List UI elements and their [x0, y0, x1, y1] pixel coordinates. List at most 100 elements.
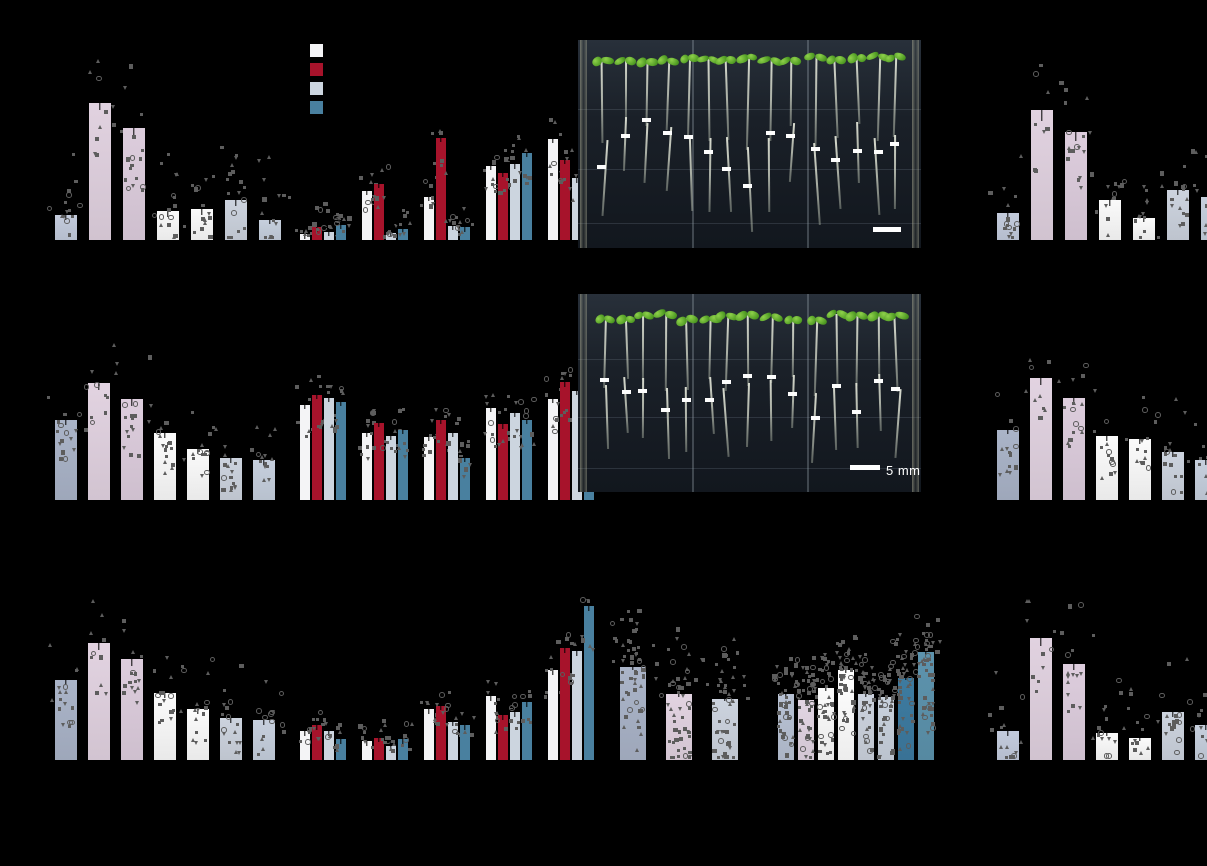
scatter-point — [1013, 750, 1018, 755]
plate-gridline — [578, 416, 921, 418]
scatter-point — [306, 233, 310, 238]
scatter-point — [1104, 441, 1109, 446]
error-cap-top — [546, 134, 560, 136]
scatter-point — [590, 648, 595, 653]
bar — [498, 424, 508, 500]
plate-edge-left — [580, 40, 587, 248]
scatter-point — [168, 675, 173, 680]
scatter-point — [60, 213, 65, 218]
scatter-point — [825, 684, 829, 688]
error-bar — [1199, 454, 1207, 465]
scatter-point — [257, 158, 262, 163]
scatter-point — [295, 384, 300, 389]
scatter-point — [1200, 734, 1204, 738]
error-cap-top — [508, 159, 522, 161]
scatter-point — [884, 715, 890, 722]
scatter-point — [196, 707, 201, 712]
legend-item-1[interactable]: Mock — [310, 61, 356, 77]
scatter-point — [928, 673, 932, 677]
scatter-point — [317, 709, 324, 716]
scatter-point — [635, 719, 640, 724]
error-bar — [446, 427, 460, 437]
scatter-point — [1141, 395, 1145, 399]
scatter-point — [76, 411, 83, 418]
scatter-point — [896, 692, 901, 696]
scatter-point — [681, 643, 687, 650]
scatter-point — [438, 128, 443, 133]
scatter-point — [443, 414, 447, 418]
scatter-point — [459, 712, 464, 717]
scatter-point — [437, 440, 441, 444]
bar — [336, 739, 346, 760]
scatter-point — [783, 688, 787, 693]
scatter-point — [451, 220, 456, 225]
scatter-point — [612, 660, 616, 664]
scatter-point — [825, 662, 830, 667]
scatter-point — [140, 188, 145, 192]
scatter-point — [1056, 379, 1061, 384]
error-bar — [396, 223, 410, 233]
scatter-point — [1100, 476, 1105, 481]
scatter-point — [724, 718, 731, 725]
error-bar — [1067, 656, 1081, 671]
scatter-point — [1145, 200, 1150, 205]
scatter-point — [444, 170, 449, 175]
scatter-point — [169, 709, 174, 714]
scatter-point — [1019, 739, 1024, 744]
scatter-point — [1174, 714, 1179, 719]
scatter-point — [226, 178, 230, 182]
scatter-point — [231, 170, 236, 175]
scatter-point — [931, 701, 936, 706]
scatter-point — [862, 691, 866, 695]
scatter-point — [912, 650, 918, 656]
scatter-point — [1000, 446, 1005, 451]
scatter-point — [878, 696, 882, 700]
legend-item-2[interactable]: Control — [310, 80, 356, 96]
error-cap-top — [570, 645, 584, 647]
scatter-point — [512, 178, 517, 184]
scatter-point — [229, 475, 233, 480]
scatter-point — [452, 728, 458, 735]
scatter-point — [894, 641, 899, 646]
scatter-point — [271, 218, 275, 223]
scatter-point — [1128, 691, 1134, 696]
error-cap-top — [360, 185, 374, 188]
scatter-point — [204, 452, 208, 456]
scatter-point — [371, 420, 376, 425]
scatter-point — [223, 445, 228, 450]
scatter-point — [839, 692, 843, 696]
scatter-point — [1065, 692, 1070, 697]
scatter-point — [777, 672, 783, 678]
scatter-point — [1088, 131, 1093, 136]
root-length-marker — [766, 130, 776, 135]
scatter-point — [820, 741, 824, 745]
chart-panel-a — [46, 59, 291, 240]
scatter-point — [922, 631, 926, 636]
scatter-point — [347, 224, 352, 229]
scatter-point — [263, 679, 268, 684]
scatter-point — [630, 655, 635, 660]
scatter-point — [520, 693, 526, 700]
error-cap-top — [1133, 433, 1147, 435]
scatter-point — [864, 672, 868, 676]
root-length-marker — [873, 379, 883, 384]
chart-panel-k — [987, 599, 1207, 760]
legend-item-0[interactable]: Col-0 — [310, 42, 356, 58]
legend-item-3[interactable]: Treated — [310, 99, 356, 115]
error-cap-top — [1001, 206, 1015, 209]
error-cap-top — [422, 431, 436, 434]
scatter-point — [1067, 604, 1073, 609]
scatter-point — [1155, 719, 1160, 724]
scatter-point — [96, 59, 101, 63]
scatter-point — [160, 719, 164, 723]
scatter-point — [882, 721, 887, 726]
scatter-point — [381, 718, 386, 723]
scatter-point — [552, 120, 557, 125]
scatter-point — [523, 407, 530, 414]
scatter-point — [929, 644, 933, 648]
scatter-point — [623, 654, 627, 659]
scatter-point — [46, 205, 53, 212]
scatter-point — [896, 669, 901, 674]
scatter-point — [130, 163, 134, 168]
scatter-point — [339, 389, 344, 393]
